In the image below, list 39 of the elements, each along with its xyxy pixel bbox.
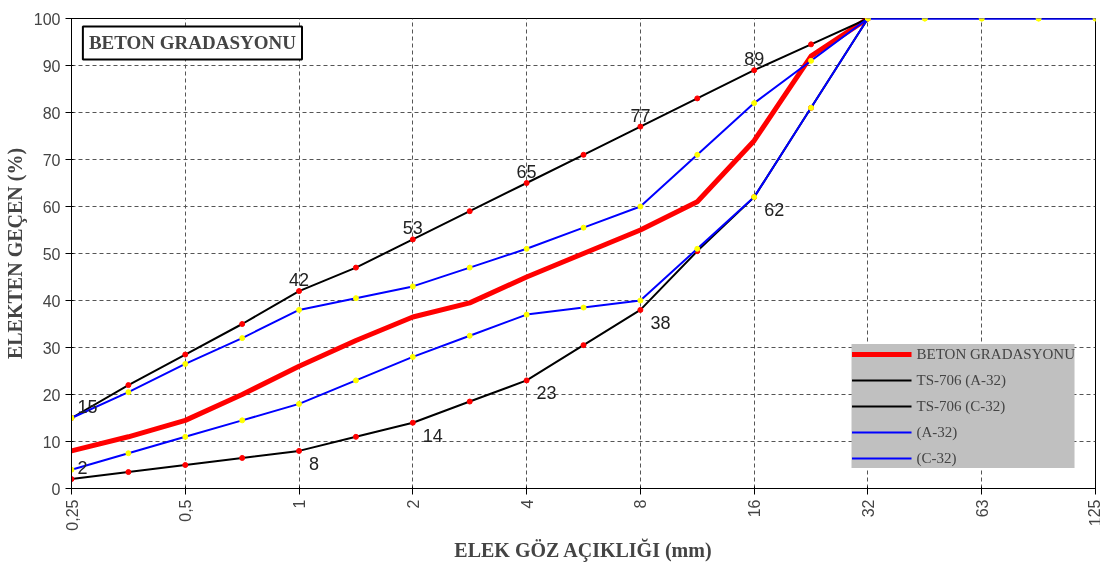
x-tick-label: 125	[1086, 499, 1100, 527]
data-label: 89	[744, 49, 765, 70]
legend-label: TS-706 (C-32)	[916, 397, 1006, 415]
legend-label: TS-706 (A-32)	[916, 371, 1007, 389]
x-tick-label: 8	[632, 499, 650, 509]
data-label: 65	[516, 162, 537, 182]
y-tick-label: 80	[42, 104, 61, 122]
data-label: 62	[764, 200, 785, 221]
y-tick-label: 0	[51, 480, 61, 498]
x-tick-label: 32	[859, 499, 877, 518]
x-tick-label: 1	[291, 499, 309, 509]
data-label: 23	[536, 383, 557, 404]
x-tick-label: 16	[746, 499, 764, 518]
y-tick-label: 100	[33, 10, 61, 28]
data-label: 42	[289, 270, 310, 291]
text: BETON GRADASYONU	[88, 32, 297, 54]
data-label: 53	[402, 218, 423, 239]
legend-label: (C-32)	[916, 449, 957, 467]
data-label: 77	[630, 105, 651, 126]
y-axis-title: ELEKTEN GEÇEN (%)	[3, 147, 27, 360]
y-tick-label: 60	[42, 198, 61, 216]
legend-label: BETON GRADASYONU	[916, 345, 1075, 363]
x-axis-title: ELEK GÖZ AÇIKLIĞI (mm)	[454, 537, 712, 562]
x-tick-label: 4	[518, 499, 536, 509]
y-tick-label: 90	[42, 57, 61, 75]
y-tick-label: 50	[42, 245, 61, 263]
y-tick-label: 10	[42, 433, 61, 451]
y-tick-label: 40	[42, 292, 61, 310]
legend-label: (A-32)	[916, 423, 958, 441]
x-tick-label: 0,5	[177, 499, 195, 522]
x-tick-label: 2	[404, 499, 422, 509]
data-label: 38	[650, 312, 671, 333]
data-label: 8	[309, 453, 320, 474]
x-tick-label: 0,25	[63, 499, 81, 531]
y-tick-label: 20	[42, 386, 61, 404]
y-tick-label: 70	[42, 151, 61, 169]
x-tick-label: 63	[973, 499, 991, 518]
y-tick-label: 30	[42, 339, 61, 357]
data-label: 14	[422, 425, 443, 446]
